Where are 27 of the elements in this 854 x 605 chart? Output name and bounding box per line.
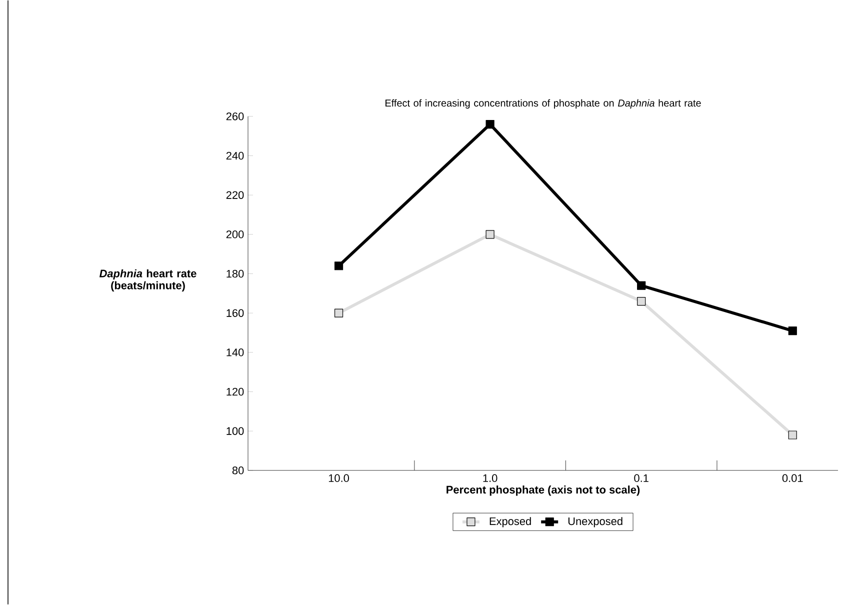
chart-title: Effect of increasing concentrations of phosphate on Daphnia heart rate — [386, 99, 701, 109]
legend-label: Unexposed — [568, 517, 622, 528]
point — [486, 230, 494, 239]
x-axis-title: Percent phosphate (axis not to scale) — [446, 486, 640, 496]
point — [637, 281, 646, 290]
y-tick-label: 260 — [226, 112, 244, 120]
y-tick-label: 200 — [226, 230, 244, 238]
point — [788, 326, 797, 336]
point — [637, 297, 646, 306]
point — [334, 308, 344, 318]
y-tick-label: 240 — [226, 152, 244, 160]
legend-label: Exposed — [490, 517, 531, 528]
point — [486, 120, 494, 129]
y-tick-label: 140 — [226, 348, 244, 356]
y-tick-label: 80 — [232, 466, 244, 474]
y-tick-label: 180 — [226, 270, 244, 278]
point — [788, 430, 797, 440]
y-tick-label: 220 — [226, 191, 244, 200]
x-tick-label: 10.0 — [328, 474, 349, 482]
point — [334, 262, 344, 270]
x-tick-label: 1.0 — [483, 474, 498, 482]
x-tick-label: 0.1 — [634, 474, 648, 482]
y-tick-label: 160 — [226, 309, 244, 318]
y-axis-title: Daphnia heart rate (beats/minute) — [99, 269, 196, 292]
x-tick-label: 0.01 — [782, 474, 803, 482]
y-tick-label: 120 — [226, 388, 244, 396]
y-tick-label: 100 — [226, 427, 244, 436]
